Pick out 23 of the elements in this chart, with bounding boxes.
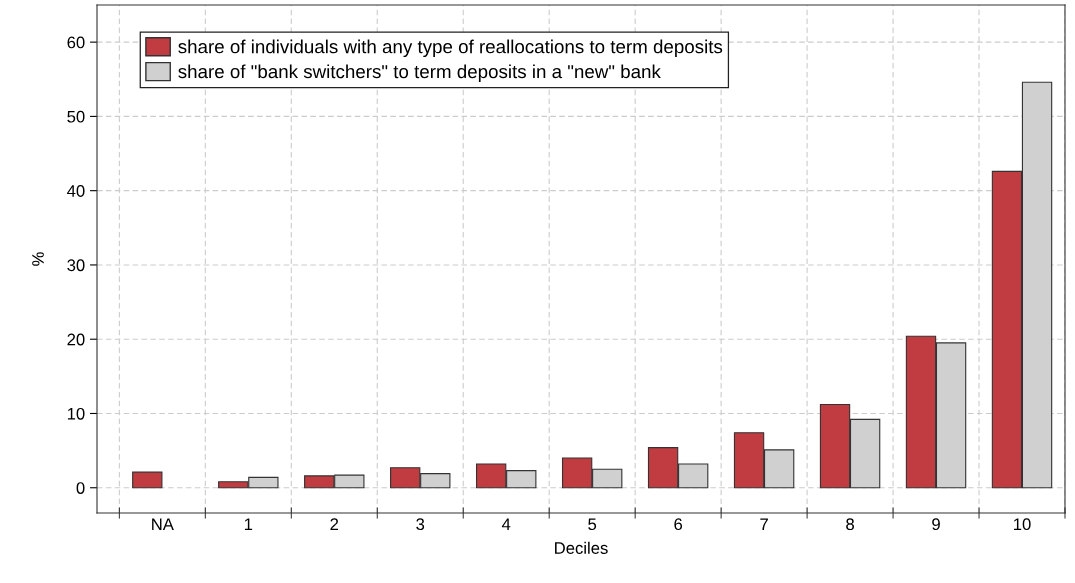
x-tick-label: NA [152, 518, 174, 530]
legend-label: share of individuals with any type of reallocations to term deposits [178, 39, 723, 58]
y-tick-label: 10 [67, 407, 85, 420]
x-tick-label: 2 [330, 518, 339, 530]
y-axis-title: % [32, 252, 44, 266]
x-axis-title: Deciles [555, 541, 608, 554]
x-tick-label: 5 [588, 518, 597, 531]
y-tick-label: 30 [67, 259, 85, 272]
y-tick-label: 20 [67, 333, 85, 346]
y-tick-label: 60 [67, 36, 85, 49]
x-tick-label: 3 [416, 518, 425, 531]
x-tick-label: 9 [932, 518, 940, 531]
x-tick-label: 1 [244, 518, 253, 530]
y-tick-label: 0 [76, 482, 85, 494]
bar [132, 471, 163, 489]
x-tick-label: 7 [760, 518, 768, 530]
x-tick-label: 8 [846, 518, 854, 531]
x-tick-label: 10 [1014, 518, 1031, 531]
legend-label: share of "bank switchers" to term deposits in a "new" bank [178, 64, 661, 82]
y-tick-label: 40 [67, 185, 85, 197]
y-tick-label: 50 [67, 110, 85, 123]
x-tick-label: 4 [501, 518, 511, 530]
x-tick-label: 6 [674, 518, 683, 531]
